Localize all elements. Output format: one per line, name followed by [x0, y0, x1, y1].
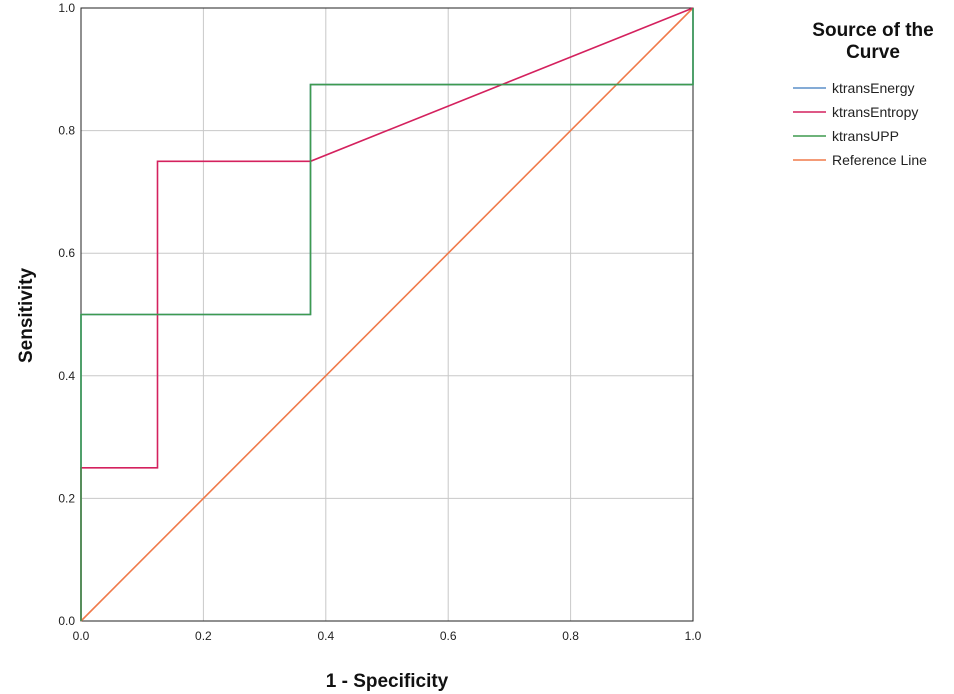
y-tick-label: 0.2	[58, 491, 75, 505]
x-tick-label: 0.0	[73, 629, 90, 643]
y-tick-label: 0.4	[58, 369, 75, 383]
series-layer	[80, 7, 694, 622]
legend: Source of the Curve ktransEnergyktransEn…	[793, 20, 934, 168]
x-tick-label: 0.2	[195, 629, 212, 643]
x-axis-title: 1 - Specificity	[326, 671, 449, 692]
y-axis-title: Sensitivity	[16, 268, 37, 363]
y-tick-label: 1.0	[58, 1, 75, 15]
x-tick-labels: 0.0 0.2 0.4 0.6 0.8 1.0	[73, 629, 702, 643]
x-tick-label: 0.8	[562, 629, 579, 643]
y-tick-label: 0.6	[58, 246, 75, 260]
legend-title-line-2: Curve	[846, 42, 900, 63]
legend-title-line-1: Source of the	[812, 20, 933, 41]
y-tick-label: 0.0	[58, 614, 75, 628]
x-tick-label: 1.0	[685, 629, 702, 643]
y-tick-labels: 0.0 0.2 0.4 0.6 0.8 1.0	[58, 1, 75, 628]
series-line-reference-line	[80, 7, 694, 622]
legend-label: Reference Line	[832, 152, 927, 168]
legend-items: ktransEnergy ktransEntropy ktransUPP Refere…	[793, 80, 927, 168]
x-tick-label: 0.6	[440, 629, 457, 643]
y-tick-label: 0.8	[58, 124, 75, 138]
legend-label: ktransEnergy	[832, 80, 914, 96]
series-line-ktransupp	[80, 8, 694, 621]
legend-label: ktransUPP	[832, 128, 899, 144]
x-tick-label: 0.4	[317, 629, 334, 643]
legend-label: ktransEntropy	[832, 104, 918, 120]
